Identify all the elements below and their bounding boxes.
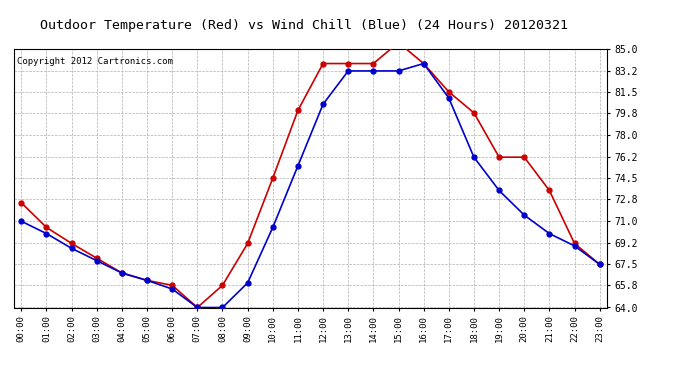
Text: Copyright 2012 Cartronics.com: Copyright 2012 Cartronics.com [17,57,172,66]
Text: Outdoor Temperature (Red) vs Wind Chill (Blue) (24 Hours) 20120321: Outdoor Temperature (Red) vs Wind Chill … [39,19,568,32]
